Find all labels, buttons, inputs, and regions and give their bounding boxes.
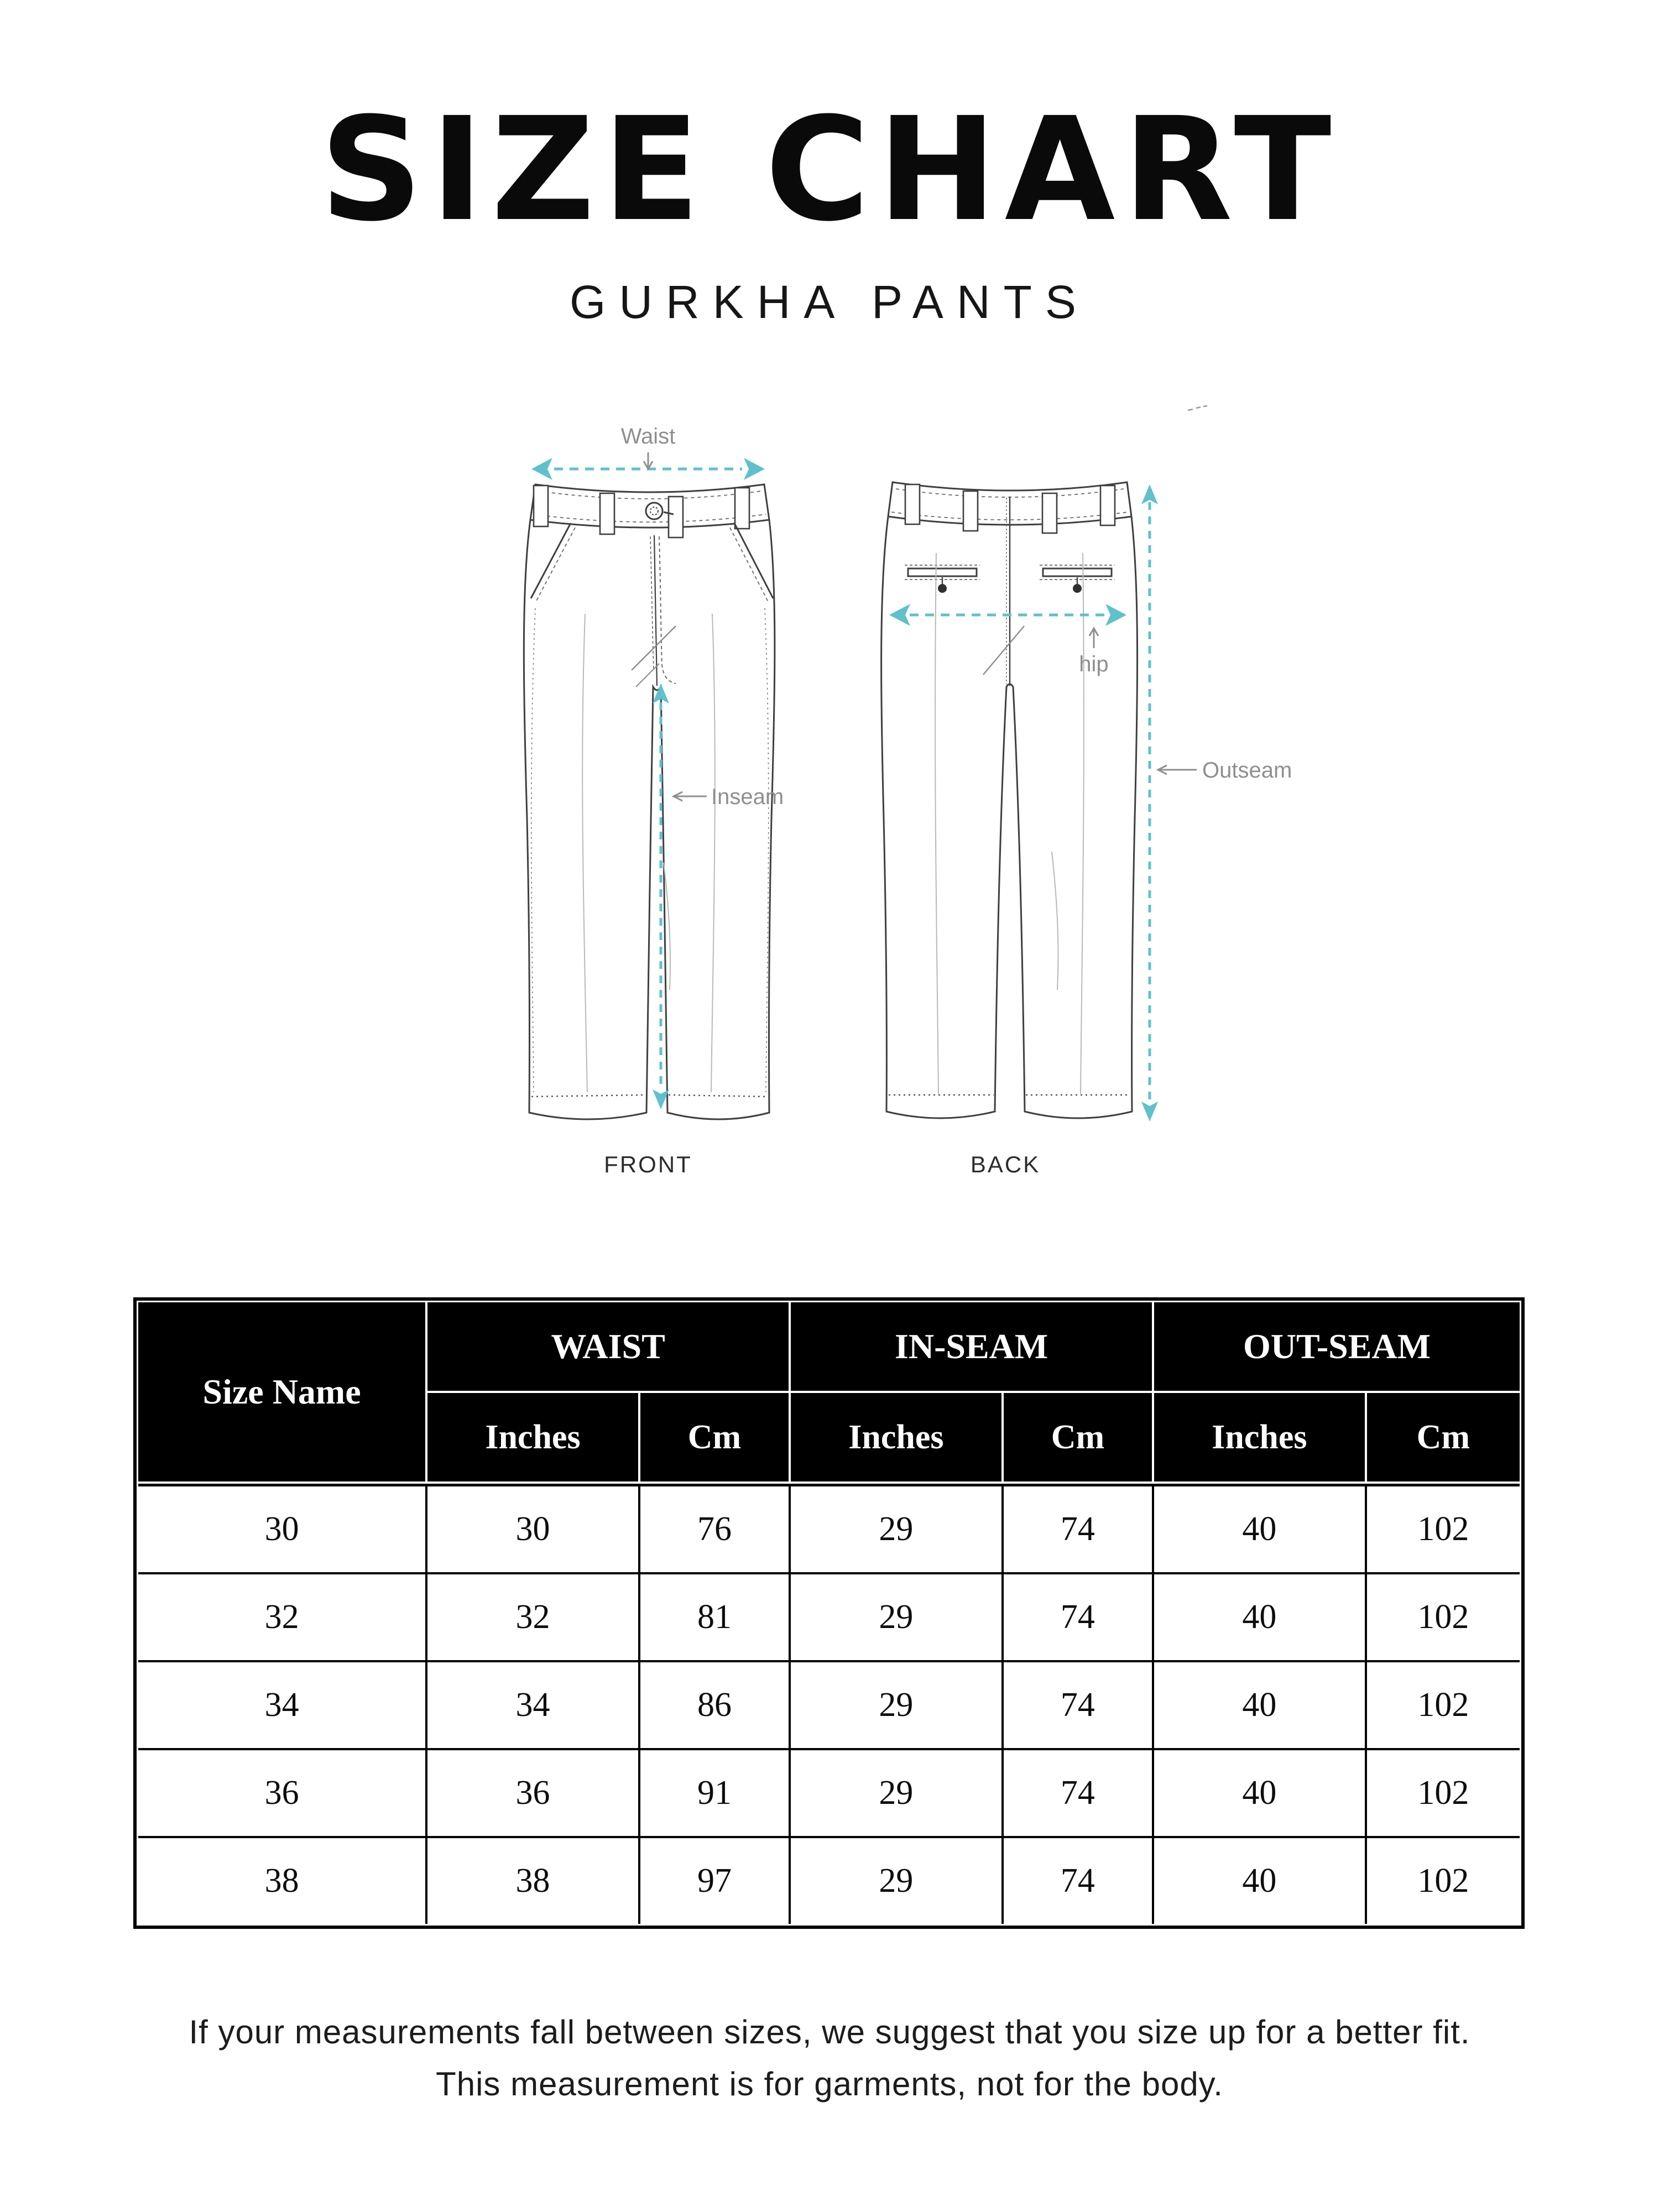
cell-outseam-cm: 102 (1366, 1574, 1520, 1660)
size-note-line2: This measurement is for garments, not fo… (436, 2065, 1223, 2103)
hip-label-pointer (1088, 626, 1099, 648)
cell-waist-cm: 76 (640, 1486, 789, 1572)
outseam-label-pointer (1156, 764, 1197, 775)
cell-inseam-cm: 74 (1003, 1662, 1152, 1748)
cell-outseam-cm: 102 (1366, 1486, 1520, 1572)
cell-inseam-in: 29 (791, 1750, 1001, 1836)
cell-waist-in: 38 (427, 1838, 638, 1924)
outseam-label: Outseam (1202, 758, 1292, 782)
cell-outseam-in: 40 (1154, 1574, 1365, 1660)
cell-inseam-in: 29 (791, 1838, 1001, 1924)
page-subtitle: GURKHA PANTS (570, 276, 1089, 328)
hip-measure-arrow (889, 604, 1126, 626)
front-view-label: FRONT (604, 1151, 692, 1177)
cell-waist-cm: 91 (640, 1750, 789, 1836)
cell-waist-cm: 81 (640, 1574, 789, 1660)
back-belt-loops (904, 483, 1116, 534)
cell-waist-in: 36 (427, 1750, 638, 1836)
cell-outseam-cm: 102 (1366, 1838, 1520, 1924)
cell-waist-cm: 97 (640, 1838, 789, 1924)
size-note-line1: If your measurements fall between sizes,… (189, 2013, 1470, 2051)
inseam-label: Inseam (711, 785, 784, 809)
cell-size: 38 (138, 1838, 426, 1924)
cell-size: 34 (138, 1662, 426, 1748)
front-belt-loops (533, 484, 750, 539)
header-unit-waist-inches: Inches (427, 1393, 638, 1481)
page-title: SIZE CHART (320, 87, 1339, 253)
size-note: If your measurements fall between sizes,… (0, 2006, 1659, 2110)
header-group-outseam: OUT-SEAM (1154, 1302, 1520, 1391)
cell-size: 32 (138, 1574, 426, 1660)
header-unit-waist-cm: Cm (640, 1393, 789, 1481)
size-table-body: 30 30 76 29 74 40 102 32 32 81 29 74 40 … (138, 1484, 1520, 1924)
back-pants-drawing (880, 481, 1139, 1119)
cell-outseam-in: 40 (1154, 1486, 1365, 1572)
cell-waist-in: 32 (427, 1574, 638, 1660)
header-unit-inseam-inches: Inches (791, 1393, 1001, 1481)
cell-inseam-cm: 74 (1003, 1838, 1152, 1924)
header-group-waist: WAIST (427, 1302, 789, 1391)
cell-outseam-in: 40 (1154, 1838, 1365, 1924)
header-unit-outseam-inches: Inches (1154, 1393, 1365, 1481)
back-view-label: BACK (971, 1151, 1040, 1177)
header-size-name: Size Name (138, 1302, 426, 1481)
cell-inseam-in: 29 (791, 1574, 1001, 1660)
header-group-inseam: IN-SEAM (791, 1302, 1152, 1391)
sketch-artifact-mark (1187, 405, 1208, 411)
cell-waist-cm: 86 (640, 1662, 789, 1748)
cell-inseam-in: 29 (791, 1486, 1001, 1572)
cell-outseam-in: 40 (1154, 1750, 1365, 1836)
header-unit-outseam-cm: Cm (1366, 1393, 1520, 1481)
waist-button (645, 502, 674, 520)
cell-inseam-in: 29 (791, 1662, 1001, 1748)
hip-label: hip (1079, 652, 1108, 676)
cell-size: 30 (138, 1486, 426, 1572)
outseam-measure-arrow (1141, 484, 1158, 1121)
inseam-measure-arrow (653, 684, 669, 1109)
size-table-header: Size Name WAIST IN-SEAM OUT-SEAM Inches … (138, 1302, 1520, 1481)
cell-size: 36 (138, 1750, 426, 1836)
back-pockets (905, 565, 1115, 593)
cell-waist-in: 30 (427, 1486, 638, 1572)
cell-outseam-cm: 102 (1366, 1750, 1520, 1836)
header-unit-inseam-cm: Cm (1003, 1393, 1152, 1481)
inseam-label-pointer (671, 791, 707, 802)
cell-outseam-in: 40 (1154, 1662, 1365, 1748)
pants-measurement-diagram: Waist Inseam hip Outseam FRONT BACK (523, 405, 1292, 1177)
cell-inseam-cm: 74 (1003, 1486, 1152, 1572)
waist-label-pointer (643, 452, 654, 471)
cell-inseam-cm: 74 (1003, 1574, 1152, 1660)
waist-label: Waist (621, 424, 676, 448)
front-pants-drawing (523, 483, 776, 1120)
cell-waist-in: 34 (427, 1662, 638, 1748)
cell-outseam-cm: 102 (1366, 1662, 1520, 1748)
cell-inseam-cm: 74 (1003, 1750, 1152, 1836)
size-table: Size Name WAIST IN-SEAM OUT-SEAM Inches … (133, 1297, 1525, 1929)
